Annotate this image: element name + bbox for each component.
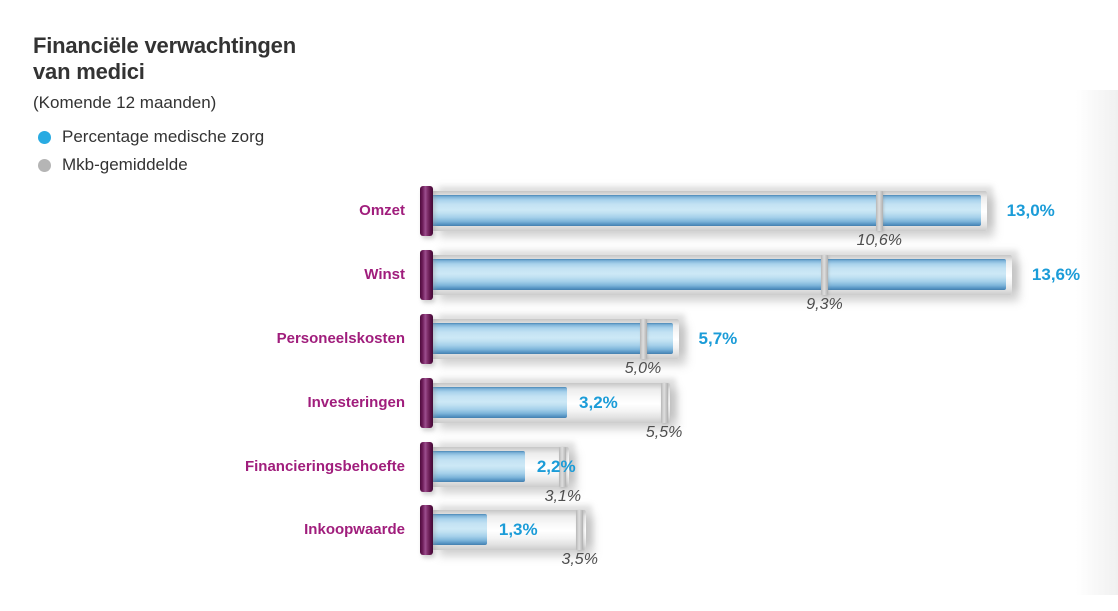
legend-dot-gray-icon [38, 158, 51, 172]
bar-start-cap [420, 442, 433, 492]
legend-item-mkb-gemiddelde: Mkb-gemiddelde [33, 151, 296, 179]
chart-row-winst: Winst 13,6% 9,3% [0, 243, 1118, 313]
legend-label: Mkb-gemiddelde [62, 155, 188, 174]
mkb-average-tick [820, 255, 828, 295]
medische-zorg-value-label: 13,0% [1006, 201, 1055, 220]
category-label: Financieringsbehoefte [244, 458, 405, 475]
mkb-average-value-label: 5,0% [624, 360, 662, 377]
medische-zorg-bar [432, 195, 981, 226]
legend-dot-blue-icon [38, 130, 51, 144]
medische-zorg-bar [432, 387, 568, 418]
medische-zorg-value-label: 5,7% [698, 329, 738, 348]
chart-title-line1: Financiële verwachtingen [33, 33, 296, 58]
category-label: Investeringen [307, 394, 405, 411]
mkb-average-tick [559, 447, 567, 487]
mkb-average-tick [639, 319, 647, 359]
mkb-average-tick [660, 383, 668, 423]
medische-zorg-value-label: 13,6% [1031, 265, 1081, 284]
category-label: Winst [364, 266, 405, 283]
medische-zorg-bar [432, 259, 1006, 290]
legend-item-medische-zorg: Percentage medische zorg [33, 123, 296, 151]
chart-row-inkoopwaarde: Inkoopwaarde 1,3% 3,5% [0, 498, 1118, 568]
chart-row-omzet: Omzet 13,0% 10,6% [0, 179, 1118, 249]
chart-row-investeringen: Investeringen 3,2% 5,5% [0, 371, 1118, 441]
bar-start-cap [420, 505, 433, 555]
bar-start-cap [420, 314, 433, 364]
mkb-average-tick [875, 191, 883, 231]
chart-legend: Percentage medische zorg Mkb-gemiddelde [33, 123, 296, 179]
legend-label: Percentage medische zorg [62, 127, 265, 146]
chart-title: Financiële verwachtingen van medici [33, 33, 296, 85]
medische-zorg-bar [432, 451, 525, 482]
bar-start-cap [420, 250, 433, 300]
bar-start-cap [420, 378, 433, 428]
chart-row-financieringsbehoefte: Financieringsbehoefte 2,2% 3,1% [0, 435, 1118, 505]
medische-zorg-bar [432, 323, 673, 354]
category-label: Personeelskosten [276, 330, 405, 347]
category-label: Omzet [359, 202, 405, 219]
mkb-average-value-label: 3,1% [544, 488, 582, 505]
chart-row-personeelskosten: Personeelskosten 5,7% 5,0% [0, 307, 1118, 377]
mkb-average-value-label: 5,5% [645, 424, 683, 441]
chart-subtitle: (Komende 12 maanden) [33, 93, 217, 112]
medische-zorg-value-label: 2,2% [536, 457, 576, 476]
chart-header: Financiële verwachtingen van medici (Kom… [33, 33, 296, 179]
mkb-average-tick [576, 510, 584, 550]
mkb-average-value-label: 10,6% [856, 232, 902, 249]
chart-title-line2: van medici [33, 59, 145, 84]
mkb-average-value-label: 9,3% [806, 296, 843, 313]
medische-zorg-value-label: 1,3% [498, 520, 538, 539]
category-label: Inkoopwaarde [304, 521, 405, 538]
medische-zorg-value-label: 3,2% [579, 393, 618, 412]
mkb-average-value-label: 3,5% [561, 551, 598, 568]
medische-zorg-bar [432, 514, 487, 545]
bar-start-cap [420, 186, 433, 236]
